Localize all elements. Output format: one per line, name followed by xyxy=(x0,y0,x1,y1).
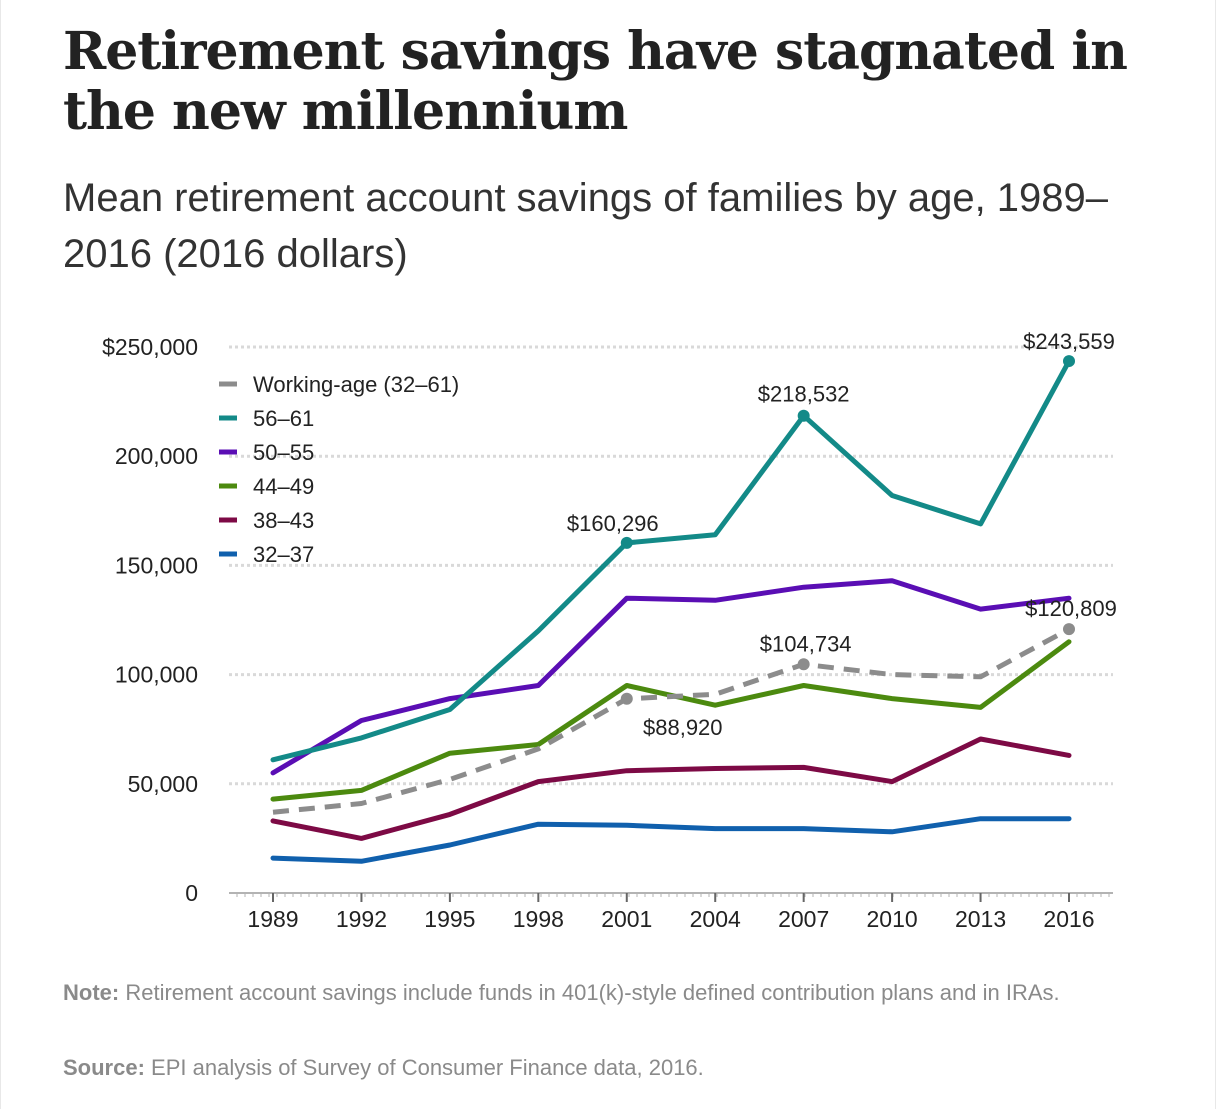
annotations: $243,559 $218,532 $160,296 $120,809 $104,734… xyxy=(567,329,1117,740)
chart-note: Note: Retirement account savings include… xyxy=(63,977,1153,1009)
series-line-2 xyxy=(270,578,1072,776)
legend-label: 56–61 xyxy=(253,406,314,431)
data-label: $243,559 xyxy=(1023,329,1115,354)
data-point-marker xyxy=(1063,355,1075,368)
data-point-marker xyxy=(1063,623,1075,636)
data-point-marker xyxy=(620,692,633,705)
series-markers xyxy=(620,355,1075,705)
note-label: Note: xyxy=(63,980,120,1005)
legend-label: 50–55 xyxy=(253,440,314,465)
x-axis: 0 50,000 100,000 150,000 200,000 $250,000 1989… xyxy=(102,334,1113,932)
series-line-1 xyxy=(270,358,1072,763)
data-point-marker xyxy=(797,658,810,671)
data-point-marker xyxy=(797,409,810,422)
chart-source: Source: EPI analysis of Survey of Consum… xyxy=(63,1052,1153,1084)
x-tick-label: 2004 xyxy=(690,906,741,932)
x-tick-label: 2010 xyxy=(867,906,918,932)
data-label: $218,532 xyxy=(758,382,850,407)
source-text: EPI analysis of Survey of Consumer Finan… xyxy=(144,1055,704,1080)
series-lines xyxy=(270,358,1072,864)
legend-label: Working-age (32–61) xyxy=(253,372,459,397)
data-point-marker xyxy=(620,536,633,549)
source-label: Source: xyxy=(63,1055,145,1080)
chart-title: Retirement savings have stagnated in the… xyxy=(63,21,1128,142)
y-tick-label: 200,000 xyxy=(115,443,198,469)
x-tick-label: 1998 xyxy=(513,906,564,932)
y-tick-label: 100,000 xyxy=(115,662,198,688)
legend-label: 44–49 xyxy=(253,474,314,499)
series-line-5 xyxy=(270,816,1072,864)
data-label: $88,920 xyxy=(643,715,723,740)
legend-label: 32–37 xyxy=(253,542,314,567)
data-label: $160,296 xyxy=(567,511,659,536)
line-chart: 0 50,000 100,000 150,000 200,000 $250,000 1989… xyxy=(102,329,1117,932)
series-line-0 xyxy=(272,626,1071,815)
legend: Working-age (32–61) 56–61 50–55 44–49 38–43 3… xyxy=(219,372,459,567)
chart-subtitle: Mean retirement account savings of famil… xyxy=(63,176,1109,276)
y-tick-label: 50,000 xyxy=(128,771,198,797)
y-tick-label: 0 xyxy=(185,880,198,906)
legend-label: 38–43 xyxy=(253,508,314,533)
data-label: $104,734 xyxy=(760,631,852,656)
x-tick-label: 2016 xyxy=(1043,906,1094,932)
x-tick-label: 2001 xyxy=(601,906,652,932)
x-tick-label: 1992 xyxy=(336,906,387,932)
x-tick-label: 1989 xyxy=(247,906,298,932)
data-label: $120,809 xyxy=(1025,596,1117,621)
x-tick-label: 1995 xyxy=(424,906,475,932)
series-line-4 xyxy=(270,736,1072,841)
y-tick-label: $250,000 xyxy=(102,334,198,360)
x-tick-label: 2013 xyxy=(955,906,1006,932)
y-tick-label: 150,000 xyxy=(115,552,198,578)
note-text: Retirement account savings include funds… xyxy=(119,980,1060,1005)
x-tick-label: 2007 xyxy=(778,906,829,932)
